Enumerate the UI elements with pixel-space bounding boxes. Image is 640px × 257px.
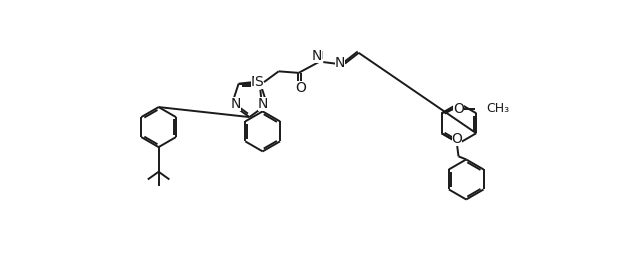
Text: O: O xyxy=(453,102,464,116)
Text: N: N xyxy=(250,75,261,89)
Text: N: N xyxy=(335,56,346,70)
Text: O: O xyxy=(452,132,462,146)
Text: N: N xyxy=(230,97,241,111)
Text: O: O xyxy=(295,81,306,95)
Text: S: S xyxy=(254,75,263,89)
Text: N: N xyxy=(258,97,268,111)
Text: CH₃: CH₃ xyxy=(486,102,509,115)
Text: N: N xyxy=(311,49,321,63)
Text: H: H xyxy=(316,51,324,61)
